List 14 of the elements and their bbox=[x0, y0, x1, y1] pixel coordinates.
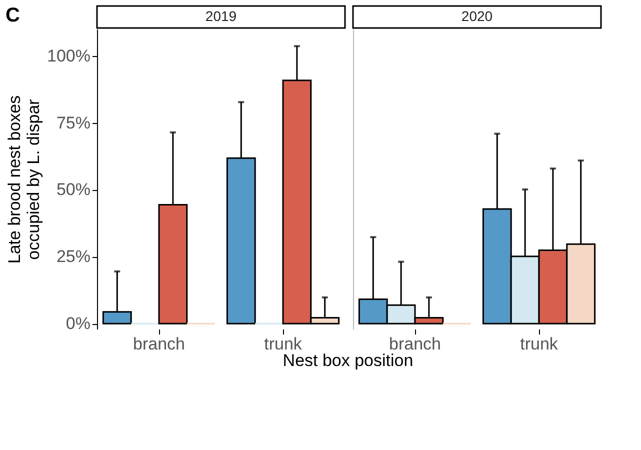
y-tick-label: 0% bbox=[66, 314, 90, 334]
chart-title: 2019 bbox=[205, 8, 237, 24]
y-tick-label: 25% bbox=[56, 247, 90, 266]
chart-title: 2020 bbox=[461, 8, 493, 24]
text: C bbox=[6, 4, 20, 26]
y-tick-label: 50% bbox=[56, 180, 90, 200]
x-tick-label: branch bbox=[133, 334, 185, 354]
y-tick-label: 75% bbox=[56, 113, 90, 132]
x-tick-label: trunk bbox=[264, 334, 302, 354]
y-axis-title: Late brood nest boxes occupied by L. dispar bbox=[5, 95, 44, 264]
x-axis-title: Nest box position bbox=[282, 351, 414, 370]
x-tick-label: branch bbox=[389, 334, 441, 354]
x-tick-label: trunk bbox=[520, 334, 558, 354]
y-tick-label: 100% bbox=[47, 46, 90, 66]
